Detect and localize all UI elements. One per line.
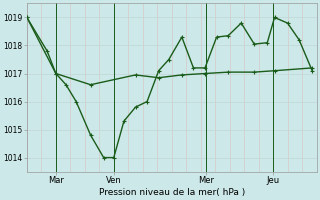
X-axis label: Pression niveau de la mer( hPa ): Pression niveau de la mer( hPa ): [99, 188, 245, 197]
